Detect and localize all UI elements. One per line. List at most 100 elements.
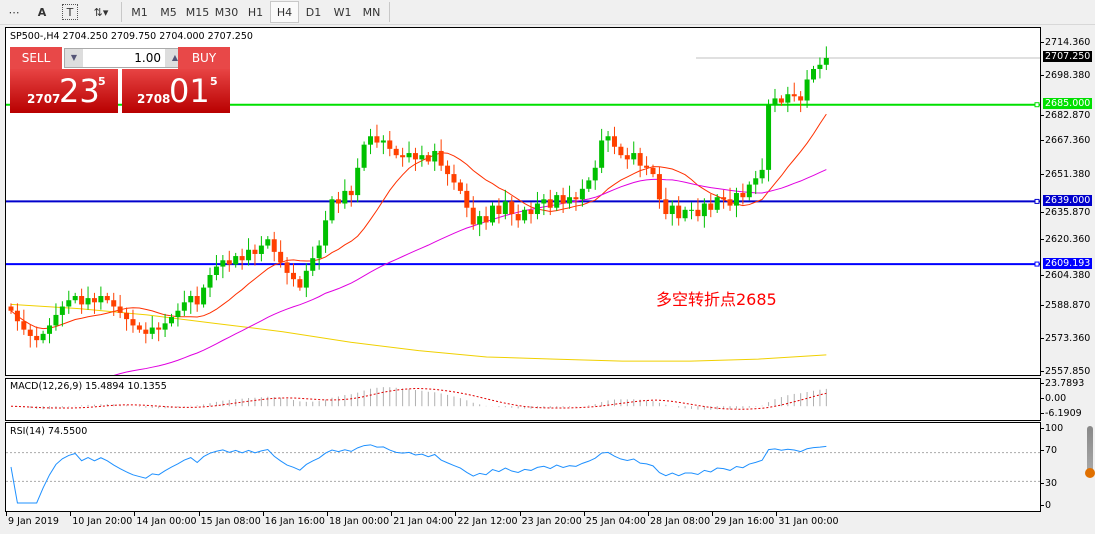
rsi-indicator-pane[interactable]: RSI(14) 74.5500 [5, 422, 1041, 512]
candle-body [220, 260, 226, 267]
candle-body [124, 312, 130, 320]
candle-body [611, 136, 617, 147]
text-icon[interactable]: A [37, 5, 47, 19]
price-tick: 2604.380 [1040, 269, 1091, 281]
candle-body [284, 262, 290, 273]
candle-body [303, 270, 309, 288]
candle-body [143, 329, 149, 334]
time-axis[interactable]: 9 Jan 2019 10 Jan 20:00 14 Jan 00:00 15 Jan… [5, 512, 1041, 534]
candle-body [329, 199, 335, 221]
time-tick: 21 Jan 04:00 [391, 512, 454, 527]
ma-fast-line [10, 113, 827, 330]
timeframe-mn[interactable]: MN [362, 5, 381, 19]
timeframe-h1[interactable]: H1 [247, 5, 264, 19]
candle-body [419, 155, 425, 160]
candle-body [778, 98, 784, 103]
annotation-text: 多空转折点2685 [656, 290, 777, 309]
lot-value: 1.00 [134, 51, 161, 65]
candle-body [695, 209, 701, 217]
macd-tick: -6.1909 [1041, 408, 1082, 419]
candle-body [579, 188, 585, 200]
candle-body [457, 182, 463, 191]
price-tick: 2682.870 [1040, 110, 1091, 122]
price-tick: 2651.380 [1040, 168, 1091, 180]
candle-body [252, 249, 258, 254]
arrows-dropdown-icon[interactable]: ⇅▾ [93, 5, 109, 19]
candle-body [650, 167, 656, 175]
sell-button[interactable]: SELL [10, 47, 62, 69]
timeframe-m5[interactable]: M5 [160, 5, 177, 19]
time-tick: 15 Jan 08:00 [198, 512, 261, 527]
timeframe-m15[interactable]: M15 [185, 5, 210, 19]
candle-body [213, 266, 219, 275]
candle-body [290, 272, 296, 280]
timeframe-w1[interactable]: W1 [333, 5, 352, 19]
candle-body [72, 296, 78, 301]
candle-body [66, 300, 72, 307]
separator [389, 2, 390, 22]
buy-button[interactable]: BUY [178, 47, 230, 69]
candle-body [669, 205, 675, 215]
candle-body [637, 153, 643, 166]
price-axis[interactable]: 2714.360 2698.380 2682.870 2667.360 2651.380… [1040, 27, 1095, 377]
macd-tick: 23.7893 [1040, 378, 1085, 389]
candle-body [169, 317, 174, 324]
price-tick: 2667.360 [1040, 135, 1091, 147]
ma-long-line [10, 303, 827, 362]
candle-body [759, 169, 765, 179]
macd-canvas [10, 387, 827, 410]
candle-body [663, 199, 669, 215]
lot-size-field[interactable]: ▼ 1.00 ▲ [64, 48, 186, 68]
candle-body [207, 274, 213, 288]
candle-body [149, 327, 155, 334]
sell-price-big: 2707 [27, 92, 61, 106]
candle-body [528, 209, 534, 215]
candle-body [335, 199, 341, 204]
thermometer-bulb-icon [1085, 468, 1095, 478]
text-label-icon[interactable]: T [62, 4, 78, 20]
candle-body [746, 184, 752, 198]
thermometer-scroll-handle[interactable] [1087, 426, 1093, 476]
toolbar: ⋯ A T ⇅▾ M1 M5 M15 M30 H1 H4 D1 W1 MN [0, 0, 1095, 25]
candle-body [310, 258, 316, 271]
candle-body [136, 325, 142, 330]
macd-indicator-pane[interactable]: MACD(12,26,9) 15.4894 10.1355 [5, 378, 1041, 421]
candle-body [91, 298, 97, 303]
candle-body [618, 146, 624, 156]
rsi-line [10, 444, 827, 504]
candle-body [656, 174, 662, 200]
candle-body [342, 190, 348, 204]
buy-price-button[interactable]: 2708 01 5 [122, 69, 230, 113]
timeframe-h4[interactable]: H4 [270, 1, 299, 23]
line-handle [1034, 261, 1040, 267]
lot-decrease-button[interactable]: ▼ [65, 49, 83, 67]
rsi-tick: 0 [1040, 500, 1052, 511]
timeframe-m30[interactable]: M30 [214, 5, 239, 19]
time-tick: 18 Jan 00:00 [326, 512, 390, 527]
time-tick: 14 Jan 00:00 [134, 512, 197, 527]
line-handle [1034, 198, 1040, 204]
timeframe-m1[interactable]: M1 [131, 5, 148, 19]
candle-body [631, 153, 637, 160]
candle-body [380, 140, 386, 143]
candle-body [714, 197, 720, 210]
price-tick: 2698.380 [1040, 70, 1091, 82]
candle-body [53, 314, 59, 326]
period-separator-icon[interactable]: ⋯ [8, 5, 20, 19]
time-tick: 16 Jan 16:00 [262, 512, 325, 527]
candle-body [59, 306, 65, 315]
price-tick: 2635.870 [1040, 206, 1091, 218]
candle-body [156, 327, 162, 330]
candle-body [201, 287, 207, 305]
candle-body [541, 199, 547, 204]
timeframe-d1[interactable]: D1 [305, 5, 322, 19]
candle-body [348, 190, 354, 196]
candle-body [804, 79, 810, 101]
buy-price-pips: 01 [169, 72, 210, 110]
time-tick: 25 Jan 04:00 [583, 512, 646, 527]
hline-price-tag: 2639.000 [1043, 194, 1093, 206]
candle-body [400, 155, 406, 158]
candle-body [246, 249, 252, 261]
sell-price-pips: 23 [59, 72, 100, 110]
sell-price-button[interactable]: 2707 23 5 [10, 69, 118, 113]
